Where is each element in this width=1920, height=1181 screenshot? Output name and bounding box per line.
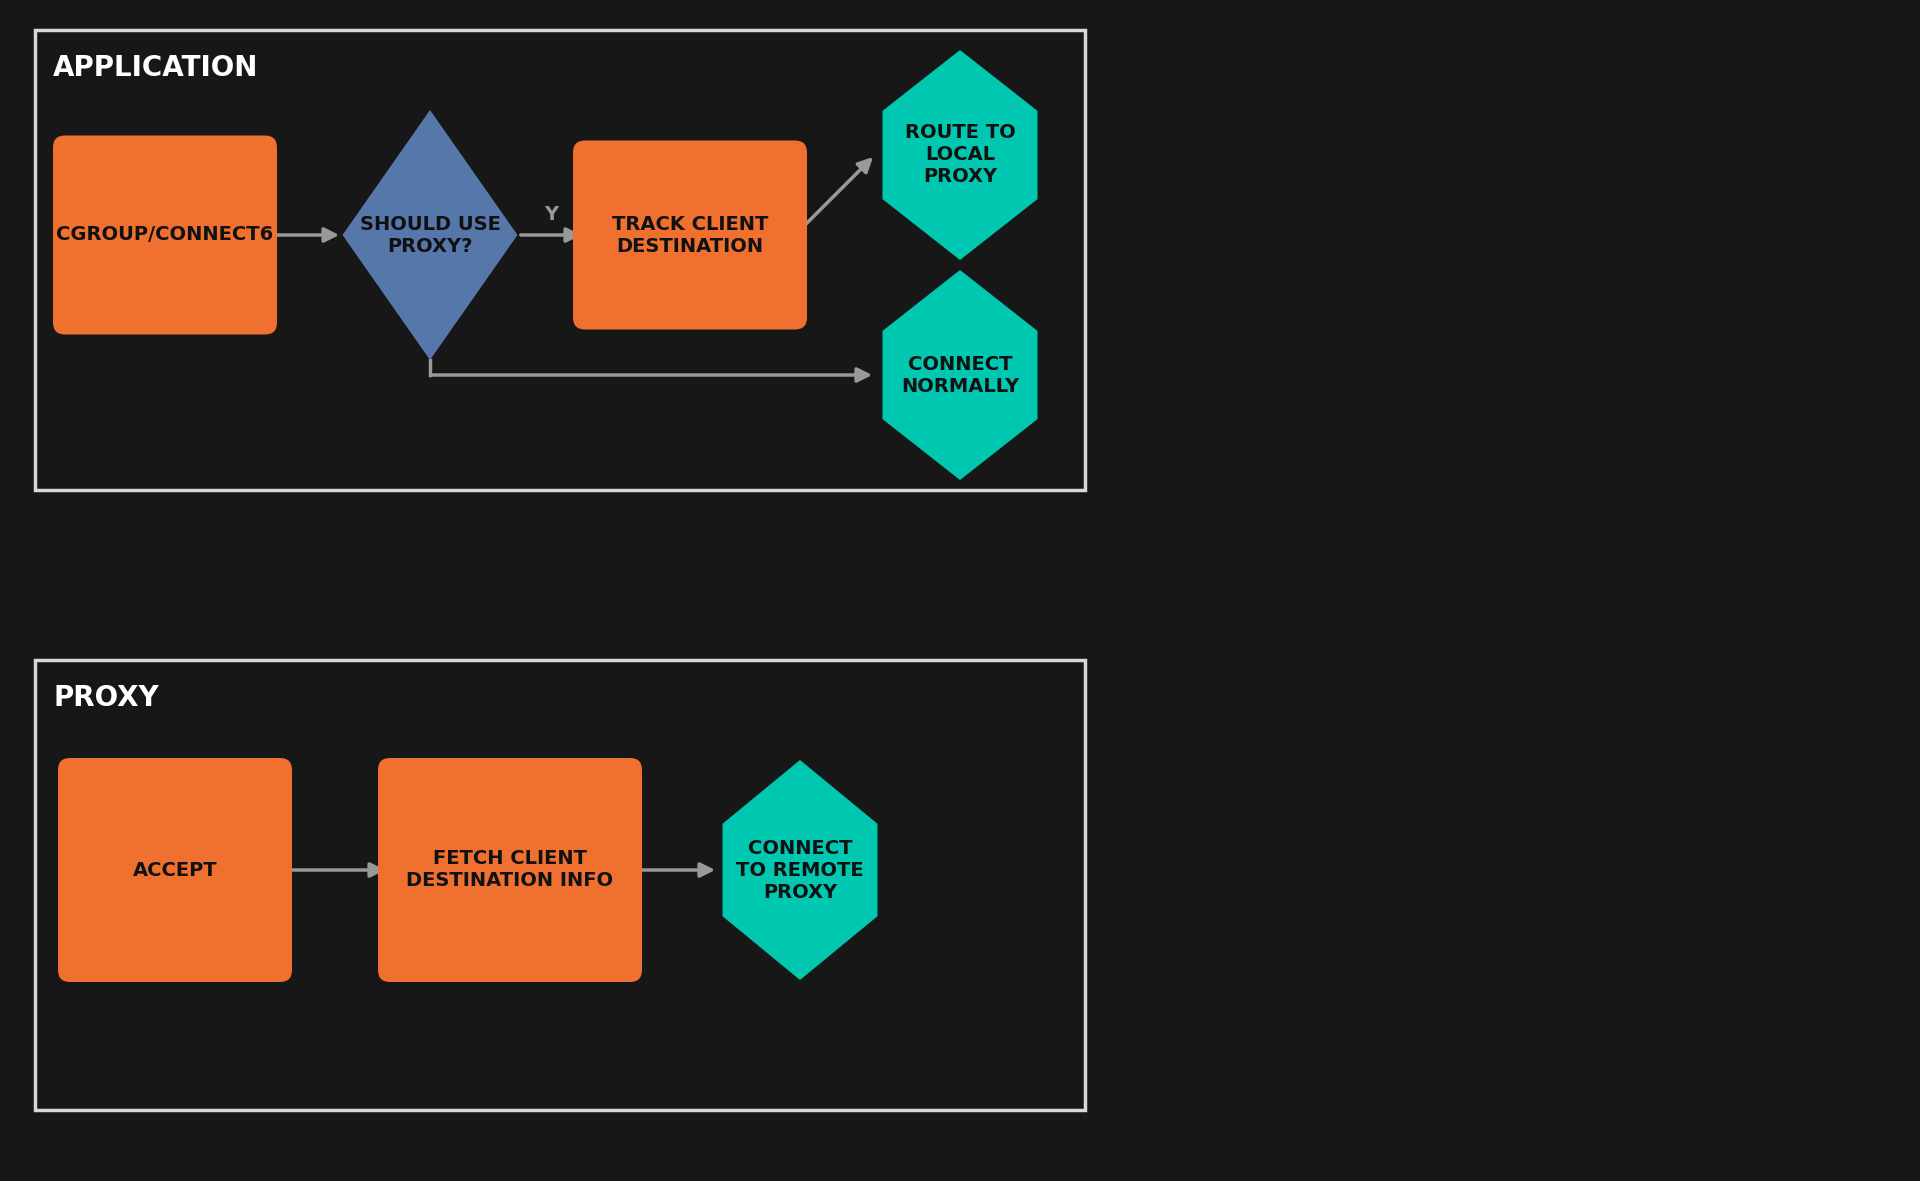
Text: CGROUP/CONNECT6: CGROUP/CONNECT6 <box>56 226 275 244</box>
Polygon shape <box>883 270 1037 479</box>
Text: CONNECT
NORMALLY: CONNECT NORMALLY <box>900 354 1020 396</box>
Polygon shape <box>722 761 877 980</box>
Text: FETCH CLIENT
DESTINATION INFO: FETCH CLIENT DESTINATION INFO <box>407 849 614 890</box>
Text: Y: Y <box>543 205 559 224</box>
Polygon shape <box>342 110 518 360</box>
FancyBboxPatch shape <box>58 758 292 981</box>
FancyBboxPatch shape <box>54 136 276 334</box>
Text: CONNECT
TO REMOTE
PROXY: CONNECT TO REMOTE PROXY <box>735 839 864 901</box>
Polygon shape <box>883 50 1037 260</box>
Text: PROXY: PROXY <box>54 684 159 712</box>
FancyBboxPatch shape <box>572 141 806 329</box>
Text: APPLICATION: APPLICATION <box>54 54 259 81</box>
FancyBboxPatch shape <box>378 758 641 981</box>
Text: SHOULD USE
PROXY?: SHOULD USE PROXY? <box>359 215 501 255</box>
Text: TRACK CLIENT
DESTINATION: TRACK CLIENT DESTINATION <box>612 215 768 255</box>
Text: ACCEPT: ACCEPT <box>132 861 217 880</box>
Text: ROUTE TO
LOCAL
PROXY: ROUTE TO LOCAL PROXY <box>904 124 1016 187</box>
